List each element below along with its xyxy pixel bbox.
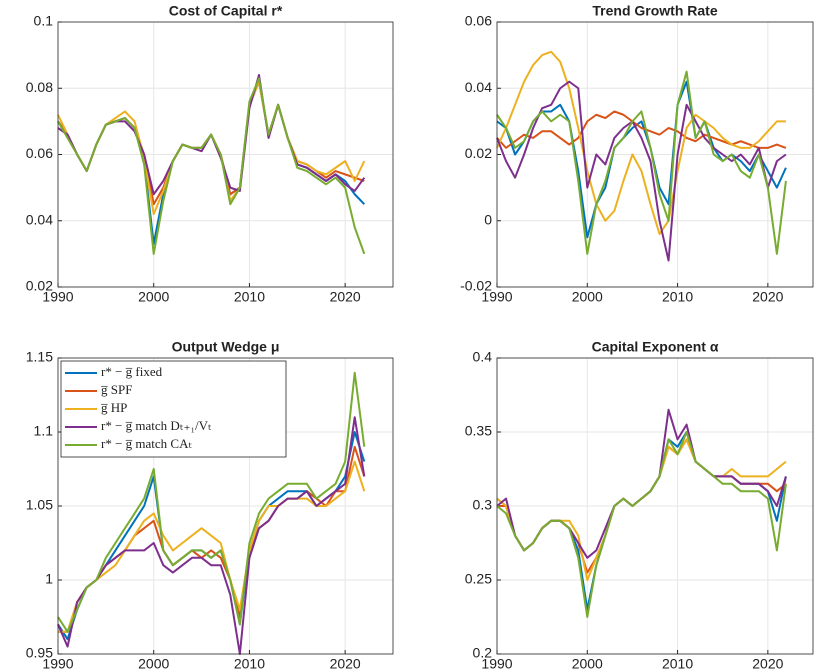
y-tick-label: 1 [45, 571, 53, 587]
legend-label: r* − g̅ match CAₜ [101, 436, 192, 451]
y-tick-label: 0.04 [26, 211, 53, 227]
y-tick-label: 0.08 [26, 79, 53, 95]
y-tick-label: 0.4 [473, 349, 493, 365]
x-tick-label: 1990 [481, 289, 512, 305]
x-tick-label: 1990 [481, 656, 512, 672]
x-tick-label: 2010 [662, 289, 693, 305]
series-line [496, 80, 787, 262]
x-tick-label: 2020 [330, 656, 361, 672]
axes-box [496, 357, 814, 655]
series-line [496, 50, 786, 235]
y-tick-label: 0.95 [26, 645, 53, 661]
x-tick-label: 2000 [572, 656, 603, 672]
series-line [496, 70, 787, 255]
y-tick-label: 0.25 [465, 571, 492, 587]
x-tick-label: 2010 [662, 656, 693, 672]
series-line [496, 110, 787, 149]
chart-title: Cost of Capital r* [169, 3, 283, 19]
y-tick-label: 0.3 [473, 497, 493, 513]
x-tick-label: 2000 [138, 289, 169, 305]
y-tick-label: 0.02 [465, 145, 492, 161]
y-tick-label: 0.1 [34, 13, 54, 29]
axes-box [57, 357, 394, 655]
y-tick-label: 0.04 [465, 79, 492, 95]
y-tick-label: -0.02 [460, 278, 492, 294]
y-tick-label: 1.15 [26, 349, 53, 365]
legend-label: r* − g̅ match Dₜ₊₁/Vₜ [101, 418, 212, 433]
chart-title: Output Wedge μ [172, 339, 280, 355]
y-tick-label: 1.1 [34, 423, 54, 439]
series-line [57, 416, 366, 655]
y-tick-label: 0.02 [26, 278, 53, 294]
series-line [58, 460, 366, 633]
axes-box [57, 21, 394, 288]
legend-label: g̅ HP [100, 400, 127, 415]
y-tick-label: 0.06 [26, 145, 53, 161]
y-tick-label: 1.05 [26, 497, 53, 513]
y-tick-label: 0.2 [473, 645, 493, 661]
x-tick-label: 2010 [234, 656, 265, 672]
y-tick-label: 0.35 [465, 423, 492, 439]
x-tick-label: 1990 [42, 656, 73, 672]
axes-box [496, 21, 814, 288]
y-tick-label: 0 [484, 211, 492, 227]
chart-title: Trend Growth Rate [592, 3, 717, 19]
x-tick-label: 2000 [138, 656, 169, 672]
legend-box [60, 360, 287, 458]
x-tick-label: 2000 [572, 289, 603, 305]
y-tick-label: 0.06 [465, 13, 492, 29]
legend-label: r* − g̅ fixed [101, 364, 163, 379]
x-tick-label: 2020 [752, 656, 783, 672]
series-line [496, 431, 787, 618]
x-tick-label: 2020 [330, 289, 361, 305]
chart-title: Capital Exponent α [592, 339, 719, 355]
series-line [57, 77, 366, 255]
legend-label: g̅ SPF [100, 382, 132, 397]
series-line [57, 371, 366, 633]
x-tick-label: 2020 [752, 289, 783, 305]
series-line [496, 80, 787, 239]
x-tick-label: 2010 [234, 289, 265, 305]
x-tick-label: 1990 [42, 289, 73, 305]
